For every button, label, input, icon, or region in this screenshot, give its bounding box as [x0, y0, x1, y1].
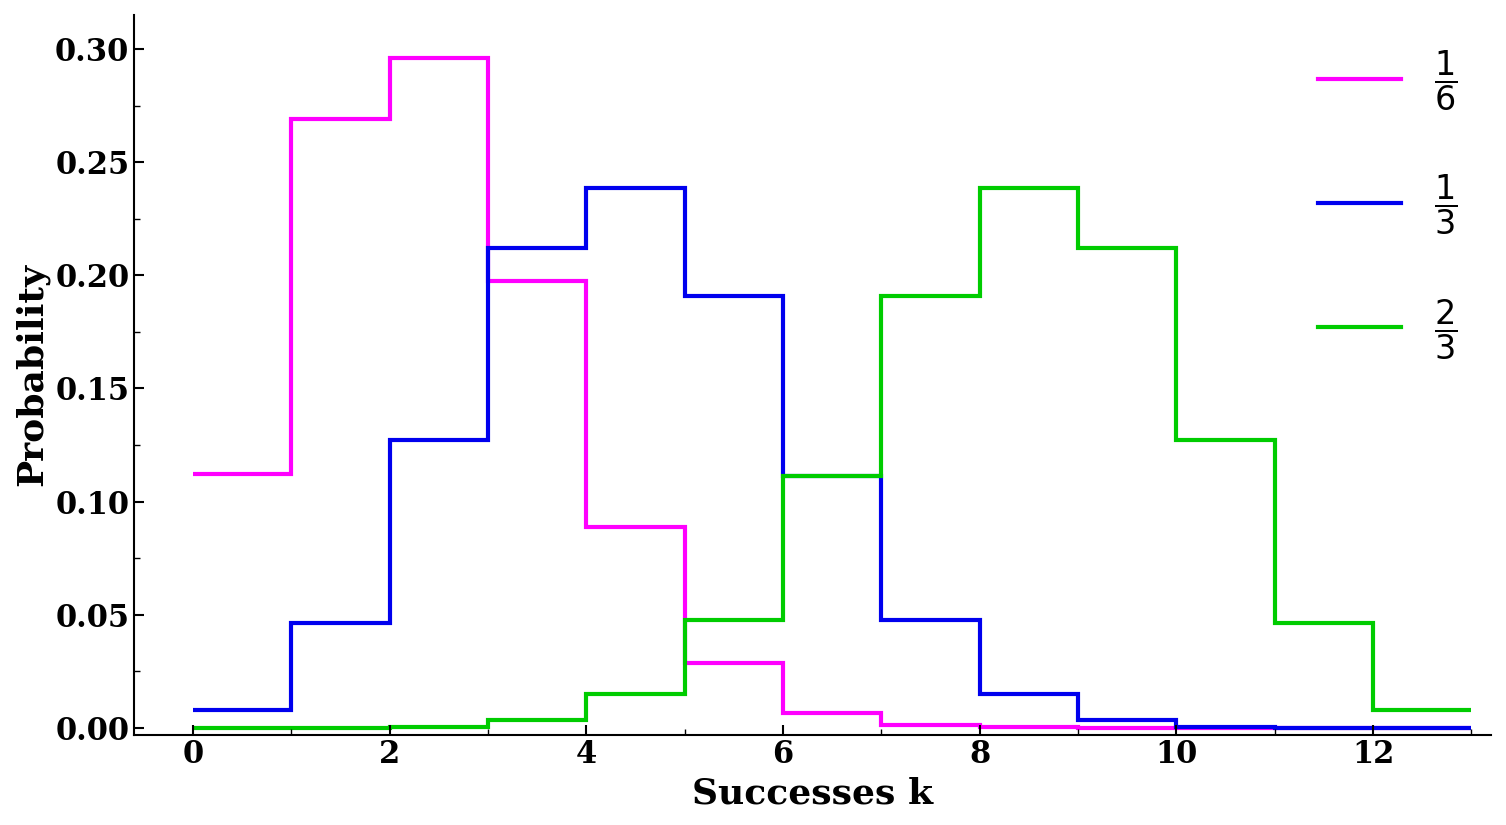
Y-axis label: Probability: Probability	[15, 263, 50, 486]
Legend: $\dfrac{1}{6}$, $\dfrac{1}{3}$, $\dfrac{2}{3}$: $\dfrac{1}{6}$, $\dfrac{1}{3}$, $\dfrac{…	[1301, 31, 1474, 378]
X-axis label: Successes k: Successes k	[693, 776, 934, 810]
